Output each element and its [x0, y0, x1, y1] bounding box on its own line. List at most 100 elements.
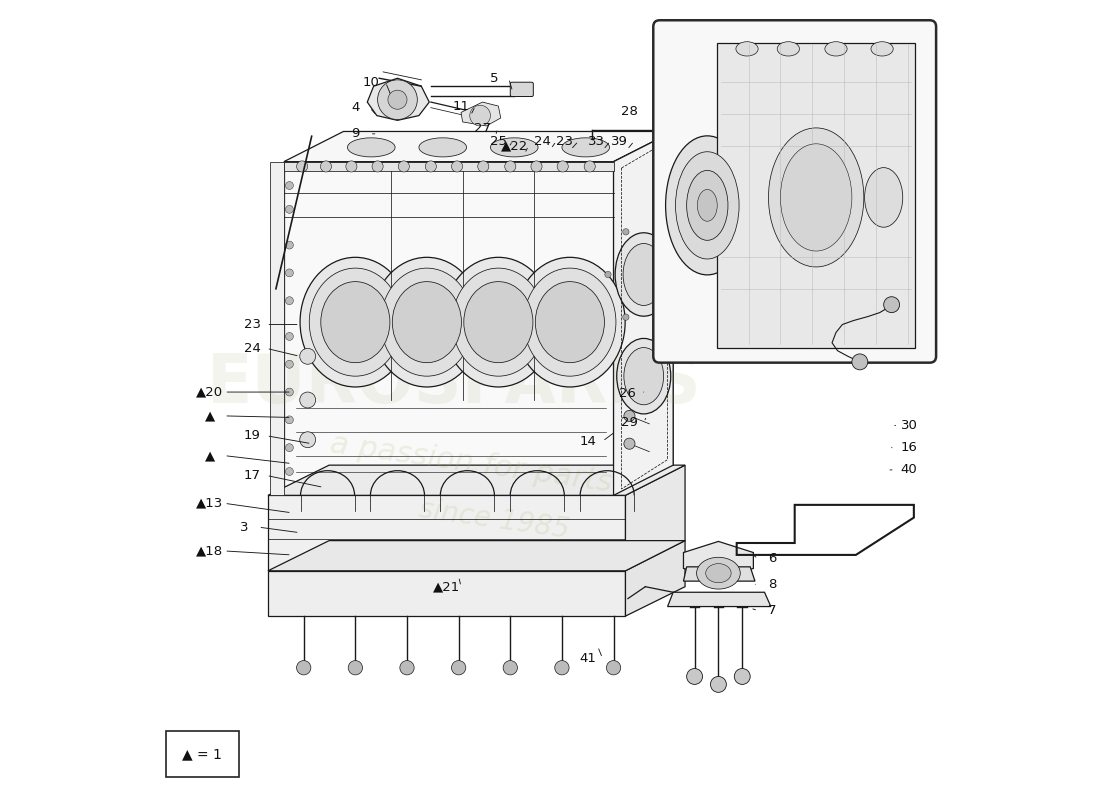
- Circle shape: [451, 161, 463, 172]
- Text: 9: 9: [351, 127, 360, 140]
- Text: 17: 17: [243, 469, 261, 482]
- Circle shape: [286, 206, 294, 214]
- Text: 33: 33: [587, 134, 605, 147]
- Circle shape: [505, 161, 516, 172]
- Text: ▲18: ▲18: [197, 545, 223, 558]
- Ellipse shape: [736, 42, 758, 56]
- Circle shape: [659, 229, 664, 235]
- Ellipse shape: [321, 282, 389, 362]
- Text: 19: 19: [243, 430, 261, 442]
- Circle shape: [286, 467, 294, 475]
- Text: 16: 16: [901, 441, 917, 454]
- Text: since 1985: since 1985: [417, 494, 571, 543]
- Ellipse shape: [706, 564, 732, 582]
- Circle shape: [470, 106, 491, 126]
- Text: a passion for parts: a passion for parts: [328, 430, 614, 498]
- Text: 23: 23: [243, 318, 261, 331]
- Text: 6: 6: [768, 552, 777, 566]
- Text: EUROSPARES: EUROSPARES: [207, 351, 702, 417]
- Circle shape: [349, 661, 363, 675]
- Text: 25: 25: [490, 134, 507, 147]
- Circle shape: [623, 314, 629, 320]
- Text: 41: 41: [580, 652, 596, 665]
- Polygon shape: [284, 131, 673, 162]
- Circle shape: [300, 432, 316, 448]
- Text: 39: 39: [612, 134, 628, 147]
- Circle shape: [398, 161, 409, 172]
- Text: ▲20: ▲20: [197, 386, 223, 398]
- Ellipse shape: [452, 268, 544, 376]
- Circle shape: [320, 161, 331, 172]
- Text: 27: 27: [474, 122, 491, 134]
- Ellipse shape: [871, 42, 893, 56]
- Ellipse shape: [615, 233, 672, 316]
- Ellipse shape: [780, 144, 851, 251]
- Polygon shape: [614, 131, 673, 495]
- Text: 24: 24: [534, 134, 550, 147]
- Circle shape: [558, 161, 569, 172]
- Circle shape: [286, 241, 294, 249]
- Ellipse shape: [666, 136, 749, 275]
- Ellipse shape: [381, 268, 473, 376]
- Circle shape: [286, 416, 294, 424]
- Text: 42: 42: [661, 134, 678, 147]
- Text: 11: 11: [452, 99, 470, 113]
- Ellipse shape: [309, 268, 402, 376]
- Polygon shape: [668, 592, 771, 606]
- Ellipse shape: [300, 258, 410, 387]
- Ellipse shape: [562, 138, 609, 157]
- Circle shape: [851, 354, 868, 370]
- Ellipse shape: [515, 258, 625, 387]
- Text: 14: 14: [580, 435, 596, 448]
- Text: 8: 8: [768, 578, 777, 591]
- Text: 4: 4: [351, 101, 360, 114]
- Circle shape: [388, 90, 407, 110]
- Polygon shape: [367, 78, 429, 120]
- Circle shape: [372, 161, 383, 172]
- Circle shape: [503, 661, 517, 675]
- FancyBboxPatch shape: [653, 20, 936, 362]
- Circle shape: [584, 161, 595, 172]
- Circle shape: [297, 161, 308, 172]
- Circle shape: [883, 297, 900, 313]
- Polygon shape: [284, 162, 614, 495]
- Text: 29: 29: [621, 416, 638, 429]
- Circle shape: [286, 444, 294, 452]
- Ellipse shape: [865, 168, 903, 227]
- Text: 40: 40: [901, 463, 917, 477]
- Circle shape: [286, 360, 294, 368]
- Ellipse shape: [686, 170, 728, 240]
- Circle shape: [426, 161, 437, 172]
- Ellipse shape: [617, 338, 671, 414]
- Circle shape: [735, 669, 750, 685]
- Polygon shape: [268, 541, 685, 571]
- Text: 3: 3: [240, 521, 249, 534]
- Circle shape: [605, 271, 612, 278]
- Text: 5: 5: [491, 72, 498, 85]
- Ellipse shape: [393, 282, 461, 362]
- Polygon shape: [614, 131, 673, 495]
- Text: ▲22: ▲22: [500, 139, 528, 152]
- Polygon shape: [268, 495, 626, 571]
- Polygon shape: [268, 571, 626, 616]
- Polygon shape: [268, 465, 685, 495]
- Circle shape: [676, 271, 683, 278]
- Text: ▲21: ▲21: [433, 580, 460, 593]
- Ellipse shape: [419, 138, 466, 157]
- Circle shape: [286, 182, 294, 190]
- Text: ▲13: ▲13: [197, 497, 223, 510]
- Circle shape: [300, 392, 316, 408]
- Text: 28: 28: [621, 105, 638, 118]
- Circle shape: [711, 677, 726, 692]
- Ellipse shape: [696, 558, 740, 589]
- FancyBboxPatch shape: [166, 731, 239, 778]
- Polygon shape: [683, 542, 754, 578]
- Circle shape: [606, 661, 620, 675]
- Circle shape: [400, 661, 415, 675]
- Circle shape: [297, 661, 311, 675]
- Ellipse shape: [697, 190, 717, 222]
- Ellipse shape: [675, 152, 739, 259]
- Ellipse shape: [778, 42, 800, 56]
- Text: 26: 26: [618, 387, 636, 400]
- Circle shape: [300, 348, 316, 364]
